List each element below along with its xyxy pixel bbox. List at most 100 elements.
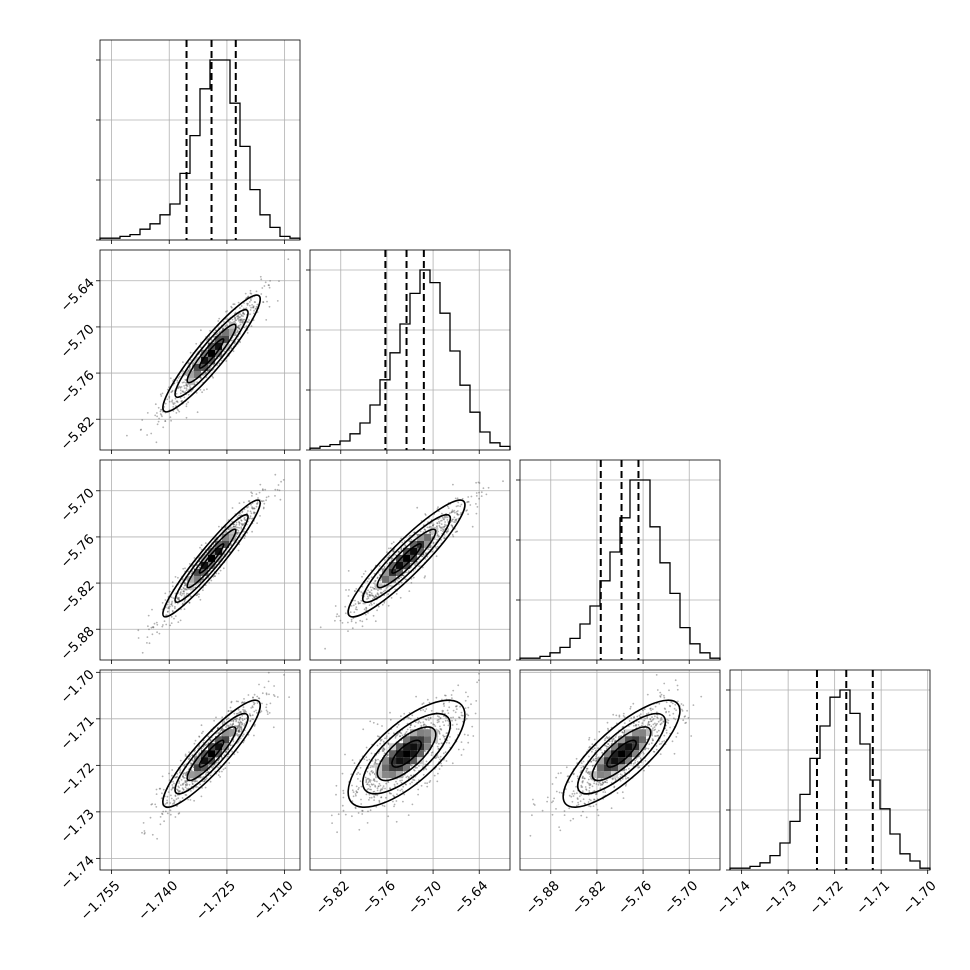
scatter-point bbox=[219, 563, 221, 566]
scatter-point bbox=[365, 607, 368, 610]
scatter-point bbox=[251, 304, 254, 306]
scatter-point bbox=[143, 833, 146, 835]
scatter-point bbox=[188, 366, 191, 369]
scatter-point bbox=[228, 762, 231, 764]
density-cell bbox=[222, 540, 230, 548]
scatter-point bbox=[174, 576, 177, 578]
scatter-point bbox=[418, 765, 420, 767]
scatter-point bbox=[148, 628, 150, 631]
scatter-point bbox=[247, 500, 250, 503]
scatter-point bbox=[430, 752, 433, 754]
scatter-point bbox=[240, 519, 243, 522]
scatter-point bbox=[249, 309, 252, 311]
scatter-point bbox=[450, 694, 453, 696]
scatter-point bbox=[276, 488, 279, 491]
x-tick-label: −1.740 bbox=[136, 878, 181, 923]
scatter-point bbox=[159, 410, 162, 413]
scatter-point bbox=[241, 723, 243, 726]
scatter-point bbox=[446, 519, 449, 521]
scatter-point bbox=[337, 813, 340, 816]
scatter-point bbox=[366, 580, 369, 583]
scatter-point bbox=[236, 516, 239, 518]
scatter-point bbox=[480, 495, 483, 497]
scatter-point bbox=[238, 527, 241, 529]
scatter-point bbox=[647, 765, 650, 767]
scatter-point bbox=[245, 325, 248, 327]
scatter-point bbox=[242, 710, 245, 713]
scatter-point bbox=[480, 491, 483, 494]
scatter-point bbox=[222, 768, 225, 771]
scatter-point bbox=[189, 351, 192, 354]
scatter-point bbox=[440, 762, 442, 765]
scatter-point bbox=[361, 813, 364, 815]
scatter-point bbox=[235, 725, 238, 728]
scatter-point bbox=[402, 574, 405, 577]
density-cell bbox=[215, 349, 223, 357]
scatter-point bbox=[224, 526, 227, 529]
scatter-point bbox=[177, 386, 180, 389]
scatter-point bbox=[226, 310, 229, 312]
scatter-point bbox=[250, 306, 253, 309]
scatter-point bbox=[147, 614, 150, 617]
scatter-point bbox=[171, 390, 174, 393]
scatter-point bbox=[457, 501, 460, 504]
scatter-point bbox=[250, 491, 253, 494]
scatter-point bbox=[188, 751, 191, 754]
scatter-point bbox=[176, 401, 179, 403]
scatter-point bbox=[456, 723, 458, 726]
scatter-point bbox=[374, 580, 376, 583]
x-tick-label: −1.710 bbox=[251, 878, 296, 923]
density-cell bbox=[424, 736, 432, 744]
scatter-point bbox=[478, 491, 480, 494]
scatter-point bbox=[183, 581, 186, 584]
scatter-point bbox=[396, 789, 399, 791]
scatter-point bbox=[436, 522, 438, 524]
scatter-point bbox=[234, 319, 237, 322]
scatter-point bbox=[448, 706, 451, 709]
scatter-point bbox=[176, 597, 179, 600]
scatter-point bbox=[351, 784, 353, 787]
scatter-point bbox=[164, 402, 167, 405]
scatter-point bbox=[582, 760, 585, 763]
scatter-point bbox=[379, 790, 382, 792]
scatter-point bbox=[200, 548, 203, 551]
scatter-point bbox=[231, 339, 234, 342]
scatter-point bbox=[196, 563, 199, 566]
scatter-point bbox=[163, 406, 166, 408]
scatter-point bbox=[256, 303, 259, 306]
scatter-point bbox=[354, 603, 357, 605]
scatter-point bbox=[239, 522, 241, 524]
scatter-point bbox=[247, 694, 250, 696]
scatter-point bbox=[242, 523, 245, 525]
scatter-point bbox=[233, 317, 236, 319]
scatter-point bbox=[466, 509, 468, 511]
scatter-point bbox=[440, 728, 442, 730]
scatter-point bbox=[366, 822, 369, 824]
scatter-point bbox=[240, 318, 243, 321]
scatter-point bbox=[176, 789, 179, 791]
density-cell bbox=[403, 750, 411, 758]
scatter-point bbox=[359, 766, 362, 769]
scatter-point bbox=[236, 331, 238, 334]
scatter-point bbox=[460, 714, 463, 717]
scatter-point bbox=[156, 412, 158, 414]
scatter-point bbox=[126, 434, 128, 437]
panel-frame bbox=[99, 249, 301, 451]
y-tick-label: −5.70 bbox=[58, 486, 97, 525]
density-cell bbox=[222, 328, 230, 336]
contour-level-0 bbox=[198, 338, 225, 369]
scatter-point bbox=[368, 778, 371, 781]
scatter-point bbox=[231, 750, 234, 753]
scatter-point bbox=[384, 589, 386, 592]
histogram-series bbox=[309, 269, 511, 450]
scatter-point bbox=[438, 522, 441, 524]
scatter-point bbox=[423, 576, 426, 579]
density-cell bbox=[194, 370, 202, 378]
scatter-point bbox=[196, 411, 199, 414]
scatter-point bbox=[361, 809, 363, 812]
scatter-point bbox=[274, 488, 277, 491]
scatter-point bbox=[184, 378, 187, 381]
scatter-point bbox=[401, 788, 403, 791]
scatter-point bbox=[319, 626, 322, 629]
scatter-point bbox=[221, 359, 223, 362]
